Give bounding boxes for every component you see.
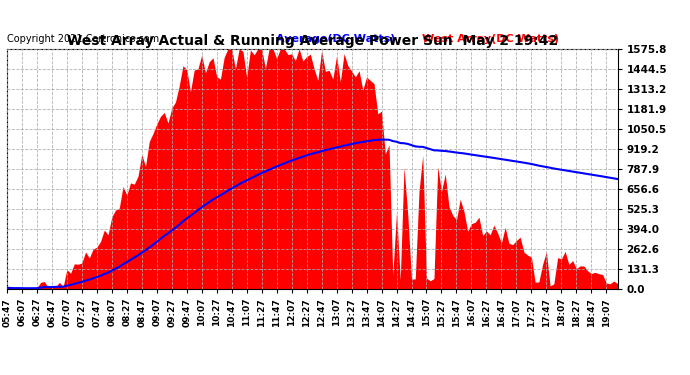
Text: Copyright 2021 Cartronics.com: Copyright 2021 Cartronics.com bbox=[7, 34, 159, 44]
Text: West Array(DC Watts): West Array(DC Watts) bbox=[422, 34, 560, 44]
Text: Average(DC Watts): Average(DC Watts) bbox=[275, 34, 395, 44]
Title: West Array Actual & Running Average Power Sun  May 2 19:42: West Array Actual & Running Average Powe… bbox=[67, 34, 558, 48]
